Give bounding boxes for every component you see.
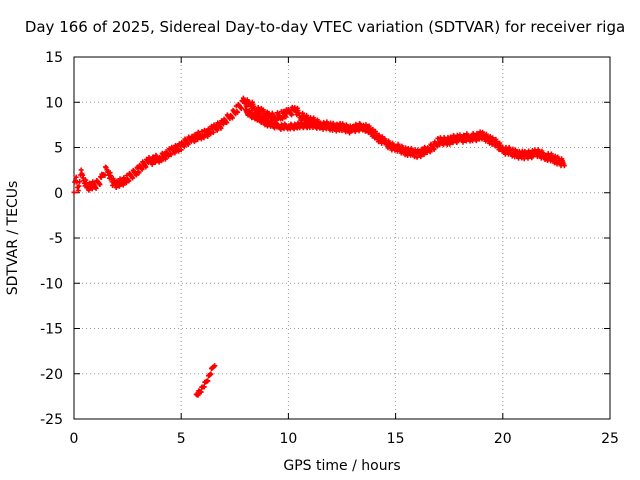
y-tick-label: -15: [40, 322, 63, 338]
y-axis-label: SDTVAR / TECUs: [5, 181, 21, 296]
x-tick-label: 15: [387, 431, 405, 447]
data-point: [73, 174, 79, 180]
data-point: [120, 182, 126, 188]
x-tick-label: 20: [494, 431, 512, 447]
data-point: [283, 114, 289, 120]
data-point: [224, 120, 230, 126]
data-point: [291, 126, 297, 132]
data-point: [181, 144, 187, 150]
data-point: [113, 185, 119, 191]
data-point: [229, 115, 235, 121]
grid-lines: [74, 57, 610, 419]
data-point: [116, 183, 122, 189]
data-point: [178, 147, 184, 153]
series-group: [193, 363, 218, 398]
data-point: [218, 125, 224, 131]
data-point: [86, 187, 92, 193]
data-point: [208, 131, 214, 137]
data-point: [235, 109, 241, 115]
data-point: [123, 180, 129, 186]
y-tick-label: -20: [40, 367, 63, 383]
x-axis-label: GPS time / hours: [283, 458, 400, 474]
data-point: [166, 153, 172, 159]
data-point: [76, 183, 82, 189]
data-point: [208, 371, 214, 377]
data-point: [185, 142, 191, 148]
data-point: [191, 139, 197, 145]
x-tick-label: 5: [177, 431, 186, 447]
data-point: [431, 146, 437, 152]
y-tick-label: 15: [45, 50, 63, 66]
data-point: [434, 143, 440, 149]
data-point: [201, 135, 207, 141]
data-point: [421, 152, 427, 158]
y-tick-label: 0: [54, 186, 63, 202]
data-point: [220, 121, 226, 127]
chart-title: Day 166 of 2025, Sidereal Day-to-day VTE…: [25, 18, 625, 36]
data-point: [143, 164, 149, 170]
data-point: [176, 148, 182, 154]
data-point: [162, 156, 168, 162]
data-point: [212, 363, 218, 369]
data-point: [280, 116, 286, 122]
data-point: [561, 163, 567, 169]
data-point: [71, 189, 77, 195]
data-point: [210, 129, 216, 135]
x-tick-label: 0: [70, 431, 79, 447]
data-point: [487, 140, 493, 146]
data-point: [244, 104, 250, 110]
data-point: [460, 139, 466, 145]
data-point: [93, 185, 99, 191]
data-point: [274, 117, 280, 123]
data-point: [447, 141, 453, 147]
data-point: [149, 161, 155, 167]
data-point: [347, 130, 353, 136]
data-point: [133, 172, 139, 178]
data-point: [427, 149, 433, 155]
data-point: [136, 170, 142, 176]
x-tick-label: 10: [279, 431, 297, 447]
x-tick-label: 25: [601, 431, 619, 447]
data-point: [205, 133, 211, 139]
data-point: [97, 182, 103, 188]
data-point: [289, 112, 295, 118]
data-series: [71, 95, 567, 398]
x-tick-labels: 0 5 10 15 20 25: [70, 431, 619, 447]
data-point: [529, 155, 535, 161]
y-tick-label: 5: [54, 141, 63, 157]
data-point: [205, 378, 211, 384]
data-point: [159, 158, 165, 164]
series-group: [71, 95, 567, 195]
data-point: [418, 154, 424, 160]
data-point: [317, 125, 323, 131]
data-point: [473, 138, 479, 144]
data-point: [168, 152, 174, 158]
data-point: [238, 105, 244, 111]
data-point: [195, 392, 201, 398]
data-point: [172, 150, 178, 156]
data-point: [139, 166, 145, 172]
data-point: [198, 389, 204, 395]
data-point: [201, 384, 207, 390]
y-tick-label: -5: [49, 231, 63, 247]
data-point: [75, 188, 81, 194]
y-tick-labels: 15 10 5 0 -5 -10 -15 -20 -25: [40, 50, 63, 428]
series-group: [243, 107, 323, 132]
data-point: [126, 178, 132, 184]
data-point: [77, 179, 83, 185]
y-tick-label: -25: [40, 412, 63, 428]
data-point: [454, 140, 460, 146]
y-tick-label: -10: [40, 276, 63, 292]
data-point: [214, 127, 220, 133]
data-point: [130, 175, 136, 181]
y-tick-label: 10: [45, 95, 63, 111]
